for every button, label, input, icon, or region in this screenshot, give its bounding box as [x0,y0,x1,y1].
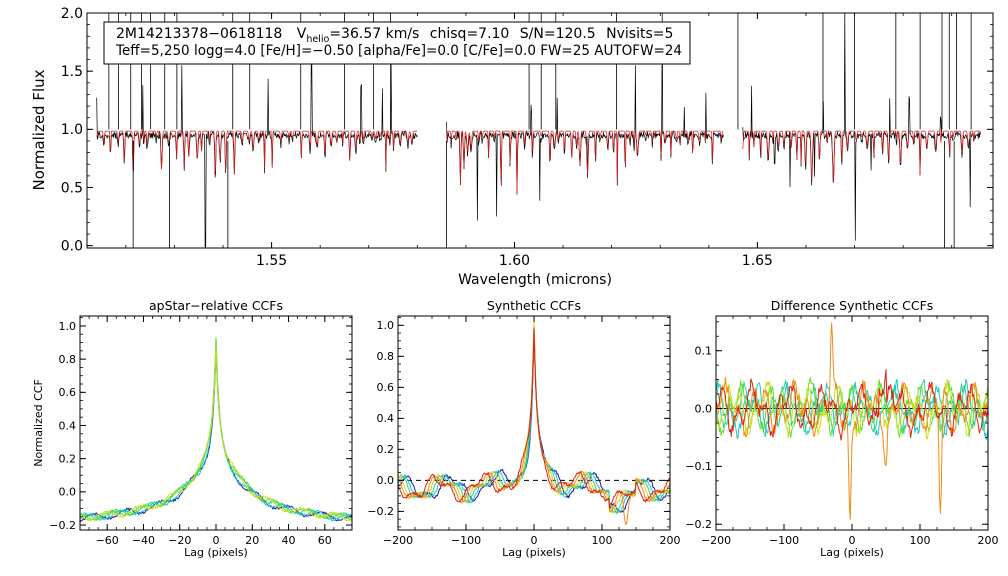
y-tick-label: 0.8 [377,350,395,363]
apstar-ccf-ylabel: Normalized CCF [32,379,45,467]
y-tick-label: 2.0 [61,6,83,22]
y-tick-label: 0.2 [377,443,395,456]
ccf-series-5 [80,345,352,522]
y-tick-label: 0.6 [377,381,395,394]
x-tick-label: 1.60 [499,253,530,269]
ccf-series-1 [398,331,670,513]
ccf-series-6 [398,328,670,509]
difference-ccf-panel: −200 −100 0 100 200 −0.2 −0.1 0.0 0.1 Difference… [685,298,998,559]
y-tick-label: 0.6 [59,386,77,399]
x-tick-label: 1.65 [742,253,773,269]
spectrum-panel: 1.55 1.60 1.65 0.0 0.5 1.0 1.5 2.0 2M14213378−0… [30,6,994,288]
x-tick-label: 100 [592,534,613,547]
x-tick-label: 60 [318,534,332,547]
spectrum-ticks: 1.55 1.60 1.65 0.0 0.5 1.0 1.5 2.0 [61,6,993,269]
x-tick-label: 200 [660,534,681,547]
y-tick-label: 0.0 [695,402,713,415]
synthetic-ccf-xlabel: Lag (pixels) [502,546,566,559]
x-tick-label: −200 [383,534,413,547]
ccf-plot-area [398,321,670,525]
observed-spectrum-chip-2 [446,13,724,221]
apstar-ccf-xlabel: Lag (pixels) [184,546,248,559]
ccf-plot-area [716,322,988,520]
y-tick-label: 0.8 [59,353,77,366]
apstar-ccf-title: apStar−relative CCFs [149,298,283,313]
ccf-series-2 [398,325,670,514]
vhelio-value: =36.57 km/s [329,26,419,42]
vhelio-symbol: V [297,26,307,42]
synthetic-ccf-panel: −200 −100 0 100 200 −0.2 0.0 0.2 0.4 0.6 0.8 1.0 Sy… [367,298,680,559]
ccf-series-2 [80,342,352,522]
x-tick-label: −200 [701,534,731,547]
ccf-series-3 [80,337,352,521]
ccf-series-5 [716,322,988,520]
y-tick-label: 0.0 [377,474,395,487]
observed-spectrum-chip-3 [742,13,982,241]
ccf-series-6 [716,369,988,441]
x-tick-label: 40 [282,534,296,547]
x-tick-label: 100 [910,534,931,547]
x-tick-label: 200 [978,534,999,547]
x-tick-label: 0 [849,534,856,547]
apstar-ccf-ticks: −60 −40 −20 0 20 40 60 −0.2 0.0 0.2 0.4 0.6 0.8 1.0 [49,316,353,547]
snr: S/N=120.5 [520,26,596,42]
star-id: 2M14213378−0618118 [116,26,282,42]
x-tick-label: 1.55 [256,253,287,269]
ccf-series-4 [80,337,352,521]
apstar-ccf-panel: −60 −40 −20 0 20 40 60 −0.2 0.0 0.2 0.4 0.6 0.8 1.0 a… [32,298,353,559]
spectrum-xlabel: Wavelength (microns) [458,272,612,288]
x-tick-label: −40 [132,534,155,547]
x-tick-label: −60 [96,534,119,547]
ccf-series-4 [398,322,670,514]
y-tick-label: −0.1 [685,460,712,473]
y-tick-label: 1.0 [377,319,395,332]
x-tick-label: 20 [245,534,259,547]
chisq: chisq=7.10 [430,26,510,42]
y-tick-label: 0.1 [695,345,713,358]
apstar-ccf-lines [80,337,352,522]
difference-ccf-ticks: −200 −100 0 100 200 −0.2 −0.1 0.0 0.1 [685,316,999,547]
x-tick-label: −100 [769,534,799,547]
model-spectrum-chip-1 [96,130,418,174]
synthetic-ccf-title: Synthetic CCFs [487,298,581,313]
y-tick-label: 0.2 [59,453,77,466]
difference-ccf-title: Difference Synthetic CCFs [771,298,934,313]
ccf-plot-area [80,337,352,522]
y-tick-label: −0.2 [49,519,76,532]
y-tick-label: 0.0 [61,239,83,255]
y-tick-label: 1.0 [59,320,77,333]
model-spectrum-chip-2 [446,130,724,195]
spectrum-ylabel: Normalized Flux [30,69,48,190]
spectrum-legend-box: 2M14213378−0618118 Vhelio=36.57 km/s chi… [103,21,691,65]
legend-line-1: 2M14213378−0618118 Vhelio=36.57 km/s chi… [116,26,673,45]
y-tick-label: 0.4 [377,412,395,425]
x-tick-label: 0 [531,534,538,547]
vhelio-subscript: helio [306,34,329,45]
observed-spectrum-chip-1 [96,62,418,248]
y-tick-label: 1.0 [61,122,83,138]
x-tick-label: −20 [168,534,191,547]
difference-ccf-xlabel: Lag (pixels) [820,546,884,559]
y-tick-label: 1.5 [61,64,83,80]
model-spectrum-chip-3 [742,130,981,181]
stellar-params: Teff=5,250 logg=4.0 [Fe/H]=−0.50 [alpha/… [115,43,682,59]
difference-ccf-lines [716,322,988,520]
legend-frame [103,21,691,65]
synthetic-ccf-ticks: −200 −100 0 100 200 −0.2 0.0 0.2 0.4 0.6 0.8 1.0 [367,316,681,547]
spectrum-axes-frame [86,12,994,249]
x-tick-label: 0 [213,534,220,547]
synthetic-ccf-lines [398,321,670,525]
y-tick-label: −0.2 [685,518,712,531]
y-tick-label: 0.0 [59,486,77,499]
x-tick-label: −100 [451,534,481,547]
y-tick-label: −0.2 [367,505,394,518]
nvisits: Nvisits=5 [606,26,673,42]
y-tick-label: 0.5 [61,180,83,196]
y-tick-label: 0.4 [59,419,77,432]
ccf-series-1 [80,348,352,522]
